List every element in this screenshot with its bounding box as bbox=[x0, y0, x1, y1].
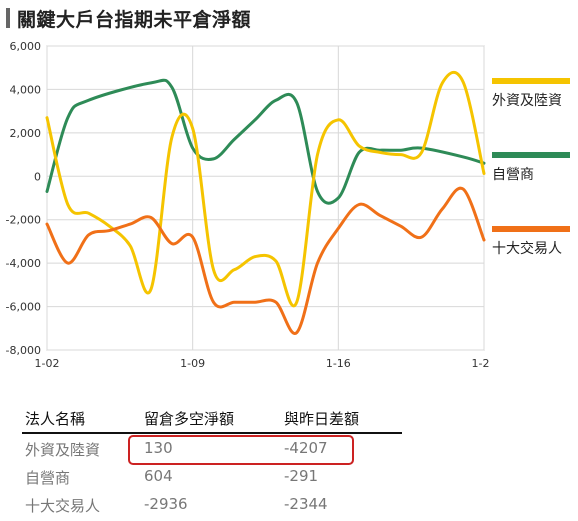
legend-item: 外資及陸資 bbox=[492, 78, 576, 110]
legend-label: 外資及陸資 bbox=[492, 93, 562, 109]
y-tick-label: -6,000 bbox=[6, 301, 41, 314]
x-tick-label: 1-09 bbox=[180, 357, 205, 370]
summary-row-dealers: 自營商 604 -291 bbox=[22, 462, 402, 490]
row-change: -2344 bbox=[284, 495, 328, 513]
summary-row-top10: 十大交易人 -2936 -2344 bbox=[22, 490, 402, 518]
row-change: -4207 bbox=[284, 439, 328, 457]
header-change: 與昨日差額 bbox=[284, 410, 360, 428]
row-net: -2936 bbox=[144, 495, 188, 513]
title-marker bbox=[6, 8, 10, 28]
y-tick-label: 2,000 bbox=[10, 127, 42, 140]
legend-swatch bbox=[492, 226, 570, 232]
legend-item: 自營商 bbox=[492, 152, 576, 184]
y-tick-label: 6,000 bbox=[10, 40, 42, 53]
row-net: 130 bbox=[144, 439, 173, 457]
series-line-0 bbox=[45, 70, 486, 308]
summary-table: 法人名稱 留倉多空淨額 與昨日差額 外資及陸資 130 -4207 自營商 60… bbox=[22, 404, 402, 518]
x-tick-label: 1-23 bbox=[472, 357, 490, 370]
summary-row-foreign: 外資及陸資 130 -4207 bbox=[22, 434, 402, 462]
legend-label: 十大交易人 bbox=[492, 241, 562, 257]
row-net: 604 bbox=[144, 467, 173, 485]
y-tick-label: -8,000 bbox=[6, 344, 41, 357]
x-tick-label: 1-16 bbox=[326, 357, 351, 370]
series-line-1 bbox=[45, 78, 486, 205]
header-net: 留倉多空淨額 bbox=[144, 410, 235, 428]
row-name: 外資及陸資 bbox=[25, 441, 101, 459]
y-tick-label: -2,000 bbox=[6, 214, 41, 227]
row-name: 自營商 bbox=[25, 469, 71, 487]
x-tick-label: 1-02 bbox=[35, 357, 60, 370]
y-tick-label: 4,000 bbox=[10, 83, 42, 96]
legend-swatch bbox=[492, 78, 570, 84]
header-name: 法人名稱 bbox=[25, 410, 86, 428]
row-change: -291 bbox=[284, 467, 319, 485]
summary-header-row: 法人名稱 留倉多空淨額 與昨日差額 bbox=[22, 404, 402, 434]
legend-label: 自營商 bbox=[492, 167, 534, 183]
row-name: 十大交易人 bbox=[25, 497, 101, 515]
chart-canvas: 6,000 4,000 2,000 0 -2,000 -4,000 -6,000 -8,000… bbox=[6, 40, 490, 370]
y-tick-label: -4,000 bbox=[6, 257, 41, 270]
highlight-box bbox=[128, 435, 354, 465]
chart-title: 關鍵大戶台指期未平倉淨額 bbox=[17, 8, 252, 31]
legend-item: 十大交易人 bbox=[492, 226, 576, 258]
legend-swatch bbox=[492, 152, 570, 158]
y-tick-label: 0 bbox=[34, 170, 41, 183]
series-line-2 bbox=[45, 186, 486, 335]
title-bar: 關鍵大戶台指期未平倉淨額 bbox=[6, 5, 251, 31]
